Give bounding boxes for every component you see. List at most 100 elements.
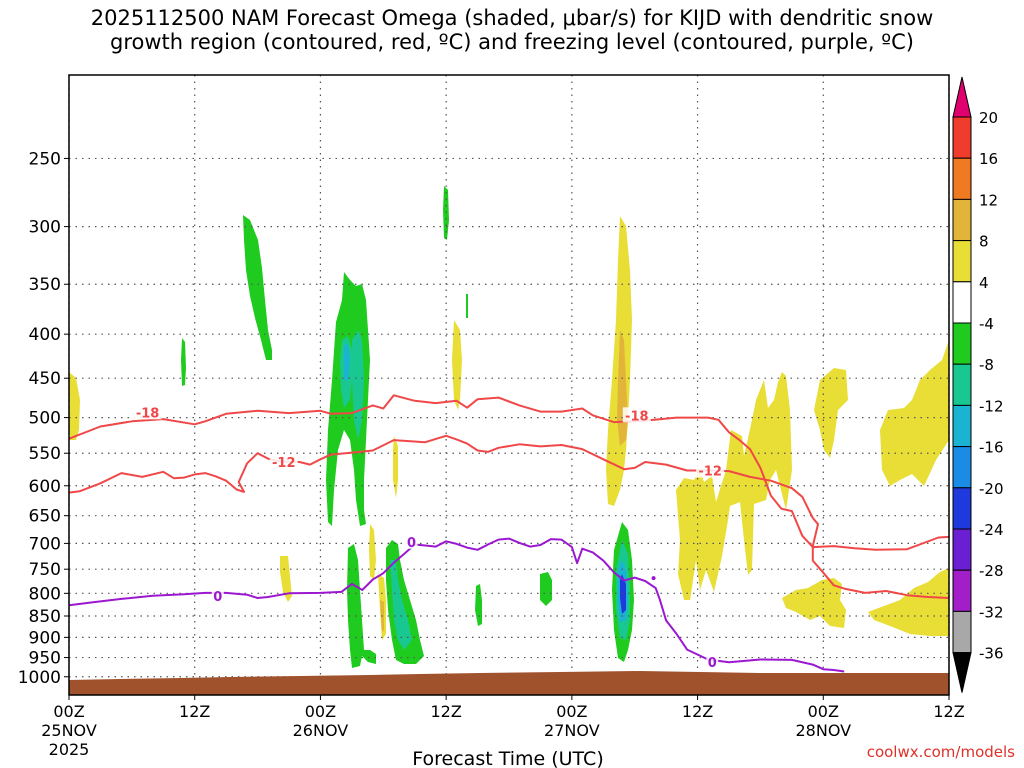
omega-positive-region	[676, 372, 792, 600]
x-tick-label: 00Z	[808, 702, 839, 721]
omega-negative-region	[466, 294, 468, 318]
omega-positive-region	[452, 320, 462, 410]
omega-positive-region	[393, 436, 398, 498]
contour-label-bg	[211, 588, 224, 604]
x-tick-date: 26NOV	[293, 721, 349, 740]
colorbar-swatch	[952, 446, 972, 489]
omega-positive-region	[69, 372, 80, 440]
colorbar-label: 4	[979, 274, 989, 292]
colorbar-label: -8	[979, 356, 994, 374]
contour-label: -12	[272, 456, 296, 471]
y-tick-label: 850	[29, 607, 61, 627]
colorbar-label: -32	[979, 603, 1004, 621]
y-tick-label: 700	[29, 534, 61, 554]
x-tick-label: 12Z	[179, 702, 210, 721]
omega-positive-region	[880, 340, 949, 486]
y-tick-label: 900	[29, 628, 61, 648]
omega-positive-region	[868, 568, 949, 636]
colorbar-swatch	[952, 569, 972, 612]
y-tick-label: 500	[29, 409, 61, 429]
colorbar-swatch	[952, 281, 972, 324]
temperature-contours	[69, 394, 949, 673]
x-tick-label: 12Z	[430, 702, 461, 721]
contour-label-bg	[405, 533, 418, 549]
x-tick-date: 25NOV	[41, 721, 97, 740]
y-tick-label: 950	[29, 649, 61, 669]
colorbar-label: 20	[979, 109, 998, 127]
colorbar-swatch	[952, 528, 972, 571]
y-tick-label: 800	[29, 584, 61, 604]
contour-label-bg	[696, 462, 725, 478]
colorbar-swatch	[952, 363, 972, 406]
contour-label: 0	[213, 590, 222, 605]
colorbar-top-triangle	[952, 76, 972, 118]
colorbar-swatch	[952, 198, 972, 242]
colorbar-swatch	[952, 157, 972, 200]
colorbar-label: -12	[979, 397, 1004, 415]
y-tick-label: 550	[29, 444, 61, 464]
omega-positive-region	[280, 556, 292, 602]
colorbar-swatch	[952, 322, 972, 365]
contour-label: -18	[136, 406, 160, 421]
omega-positive-region	[814, 368, 848, 458]
x-axis-title: Forecast Time (UTC)	[412, 748, 603, 768]
contour-line--12C	[69, 434, 949, 599]
y-tick-label: 300	[29, 218, 61, 238]
omega-negative-region	[620, 574, 626, 614]
contour-label: -18	[625, 409, 649, 424]
axes: 2503003504004505005506006507007508008509…	[18, 149, 965, 759]
contour-fragment	[651, 576, 656, 581]
colorbar-label: -36	[979, 645, 1004, 663]
omega-positive-region	[369, 524, 376, 580]
contour-label-bg	[706, 653, 719, 669]
colorbar-label: -4	[979, 315, 994, 333]
omega-negative-region	[243, 215, 272, 360]
contour-labels: -18 -12 -18 -12 0 0 0	[133, 404, 725, 671]
contour-label: -12	[698, 465, 722, 480]
credit-link[interactable]: coolwx.com/models	[867, 743, 1015, 761]
contour-label-bg	[269, 453, 298, 469]
x-tick-label: 12Z	[682, 702, 713, 721]
contour-line--18C	[69, 394, 949, 551]
x-tick-label: 12Z	[933, 702, 964, 721]
colorbar-label: -28	[979, 562, 1004, 580]
colorbar-label: -24	[979, 521, 1004, 539]
chart-title: 2025112500 NAM Forecast Omega (shaded, μ…	[0, 6, 1024, 54]
colorbar-swatch	[952, 610, 972, 654]
y-tick-label: 350	[29, 275, 61, 295]
x-tick-label: 00Z	[556, 702, 587, 721]
omega-negative-region	[181, 338, 186, 386]
y-tick-label: 1000	[18, 668, 61, 688]
colorbar-label: 12	[979, 191, 998, 209]
colorbar-swatch	[952, 116, 972, 159]
colorbar-label: -16	[979, 439, 1004, 457]
colorbar-label: 8	[979, 233, 989, 251]
omega-negative-region	[475, 584, 482, 626]
omega-negative-region	[344, 344, 350, 380]
y-tick-label: 400	[29, 325, 61, 345]
omega-negative-region	[347, 544, 376, 668]
omega-negative-region	[540, 572, 552, 606]
colorbar-label: 16	[979, 150, 998, 168]
colorbar-swatch	[952, 487, 972, 530]
contour-label-bg	[133, 404, 162, 420]
y-tick-label: 750	[29, 560, 61, 580]
colorbar-bottom-triangle	[952, 652, 972, 693]
x-tick-date: 27NOV	[544, 721, 600, 740]
y-tick-label: 600	[29, 477, 61, 497]
colorbar-swatch	[952, 240, 972, 283]
y-tick-label: 250	[29, 149, 61, 169]
x-tick-label: 00Z	[53, 702, 84, 721]
colorbar-label: -20	[979, 480, 1004, 498]
x-tick-label: 00Z	[305, 702, 336, 721]
chart-title-line-1: 2025112500 NAM Forecast Omega (shaded, μ…	[90, 6, 934, 30]
terrain-ground	[69, 671, 949, 695]
x-tick-date: 28NOV	[795, 721, 851, 740]
contour-label-bg	[622, 407, 651, 423]
x-tick-year: 2025	[49, 740, 90, 759]
plot-frame	[68, 74, 950, 696]
colorbar-swatch	[952, 404, 972, 448]
chart-title-line-2: growth region (contoured, red, ºC) and f…	[110, 30, 914, 54]
omega-shading	[69, 186, 949, 668]
